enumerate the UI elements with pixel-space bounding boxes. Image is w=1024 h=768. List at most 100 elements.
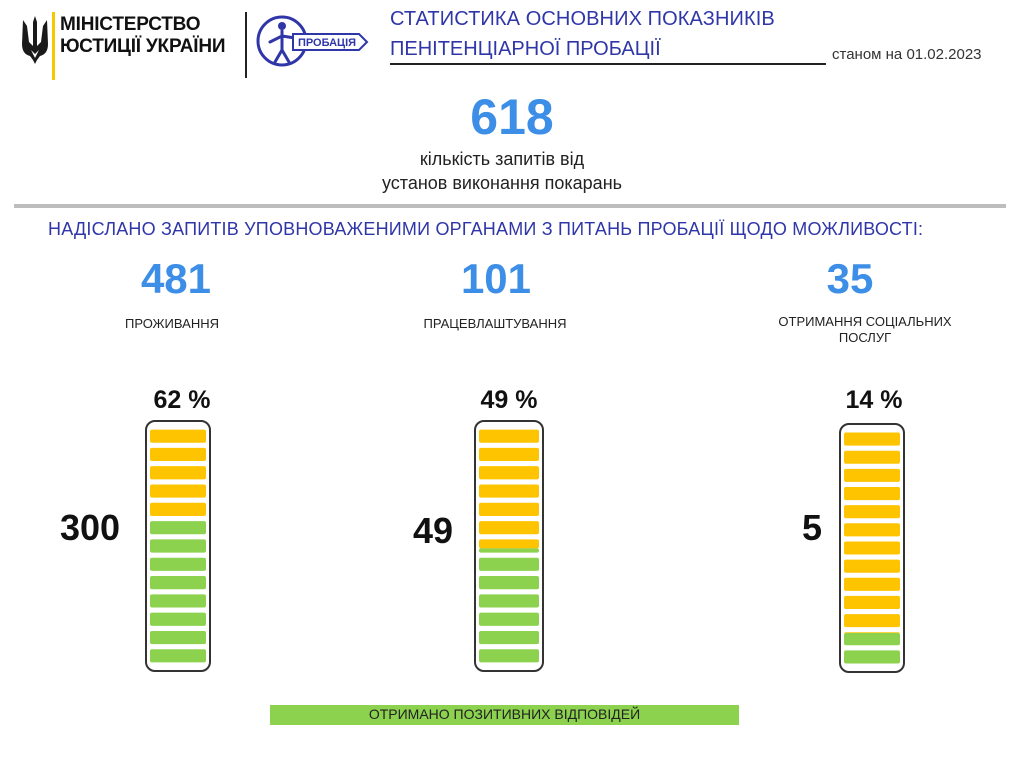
ministry-title-line-1: МІНІСТЕРСТВО — [60, 14, 201, 35]
bar-segment — [479, 484, 539, 498]
bar-segment — [479, 502, 539, 516]
bar-segment — [844, 523, 900, 537]
positive-percent-label: 62 % — [153, 386, 211, 414]
bar-segment — [844, 432, 900, 446]
category-requests-value: 481 — [140, 255, 212, 302]
bar-segment-remainder — [479, 539, 539, 549]
bar-segment — [479, 539, 539, 553]
bar-segment-remainder — [844, 595, 900, 609]
bar-segment — [150, 649, 206, 663]
bar-segment-remainder — [479, 484, 539, 498]
bar-segment-remainder — [844, 432, 900, 446]
probation-logo: ПРОБАЦІЯ — [256, 15, 369, 67]
ministry-title: МІНІСТЕРСТВО ЮСТИЦІЇ УКРАЇНИ — [60, 14, 225, 58]
bar-segment-remainder — [844, 505, 900, 519]
ministry-accent-line — [52, 12, 55, 80]
bar-segment — [150, 612, 206, 626]
date-label: станом на 01.02.2023 — [832, 46, 982, 63]
page-title-line-1: СТАТИСТИКА ОСНОВНИХ ПОКАЗНИКІВ — [390, 8, 775, 30]
category-label-line: ОТРИМАННЯ СОЦІАЛЬНИХ — [778, 314, 952, 329]
category-label-line: ПОСЛУГ — [838, 330, 892, 345]
bar-segment — [479, 594, 539, 608]
total-requests-value: 618 — [470, 89, 554, 145]
bar-segment — [479, 521, 539, 535]
positive-percent-label: 49 % — [480, 386, 538, 414]
bar-segment — [479, 612, 539, 626]
bar-segment — [844, 577, 900, 591]
bar-segment-remainder — [479, 447, 539, 462]
bar-segment-remainder — [844, 577, 900, 591]
bar-segment — [479, 466, 539, 480]
header-divider — [245, 12, 247, 78]
bar-segment — [479, 576, 539, 590]
bar-segment-remainder — [479, 466, 539, 480]
bar-segment — [479, 429, 539, 443]
bar-segment-positive — [150, 576, 206, 590]
bar-segment-remainder — [479, 502, 539, 516]
probation-logo-text: ПРОБАЦІЯ — [298, 37, 356, 49]
bar-segment-remainder — [844, 614, 900, 628]
section-divider — [14, 204, 1006, 208]
bar-segment-positive — [150, 649, 206, 663]
bar-segment — [844, 450, 900, 464]
bar-segment-remainder — [150, 429, 206, 443]
bar-segment-remainder — [150, 447, 206, 462]
positive-share-bar — [839, 423, 905, 673]
bar-segment — [150, 576, 206, 590]
category-label-line: ПРАЦЕВЛАШТУВАННЯ — [423, 316, 567, 331]
bar-segment — [844, 559, 900, 573]
bar-segment — [150, 557, 206, 571]
bar-segment-positive — [150, 521, 206, 535]
bar-segment-remainder — [844, 541, 900, 555]
bar-segment — [150, 594, 206, 608]
positive-count-label: 5 — [801, 507, 823, 548]
bar-segment — [844, 632, 900, 646]
bar-segment-remainder — [479, 429, 539, 443]
total-requests-label-line-2: установ виконання покарань — [381, 173, 623, 193]
legend-label: ОТРИМАНО ПОЗИТИВНИХ ВІДПОВІДЕЙ — [368, 706, 641, 722]
bar-segment-positive — [150, 630, 206, 645]
bar-segment — [150, 484, 206, 498]
positive-share-bar — [474, 420, 544, 672]
bar-segment — [844, 505, 900, 519]
bar-segment-positive — [479, 594, 539, 608]
bar-segment-positive — [150, 557, 206, 571]
bar-segment-positive — [479, 649, 539, 663]
bar-segment — [150, 630, 206, 645]
bar-segment-remainder — [844, 450, 900, 464]
bar-segment-remainder — [844, 468, 900, 482]
positive-count-label: 300 — [59, 507, 121, 548]
bar-segment-remainder — [844, 632, 900, 633]
title-underline — [390, 63, 826, 65]
category-label: ОТРИМАННЯ СОЦІАЛЬНИХ ПОСЛУГ — [745, 314, 985, 346]
bar-segment-remainder — [150, 502, 206, 516]
trident-emblem-icon — [22, 16, 48, 64]
bar-segment — [150, 447, 206, 462]
bar-segment-positive — [479, 576, 539, 590]
bar-segment-positive — [479, 557, 539, 571]
legend-swatch-positive — [270, 705, 739, 725]
positive-share-bar — [145, 420, 211, 672]
bar-segment — [150, 521, 206, 535]
bar-segment — [150, 539, 206, 553]
bar-segment-remainder — [150, 484, 206, 498]
category-requests-value: 101 — [460, 255, 532, 302]
bar-segment-positive — [150, 594, 206, 608]
bar-segment-positive — [479, 630, 539, 645]
bar-segment-positive — [150, 612, 206, 626]
bar-segment-remainder — [844, 559, 900, 573]
total-requests-label-line-1: кількість запитів від — [419, 149, 585, 169]
category-requests-value: 35 — [826, 255, 874, 302]
bar-segment-positive — [844, 650, 900, 664]
bar-segment — [479, 557, 539, 571]
positive-percent-label: 14 % — [845, 386, 903, 414]
page-title-line-2: ПЕНІТЕНЦІАРНОЇ ПРОБАЦІЇ — [390, 38, 661, 60]
bar-segment-remainder — [150, 466, 206, 480]
bar-segment — [479, 447, 539, 462]
bar-segment — [150, 502, 206, 516]
bar-segment-remainder — [479, 521, 539, 535]
bar-segment — [844, 614, 900, 628]
bar-segment — [844, 487, 900, 501]
bar-segment — [844, 541, 900, 555]
positive-count-label: 49 — [412, 510, 454, 551]
